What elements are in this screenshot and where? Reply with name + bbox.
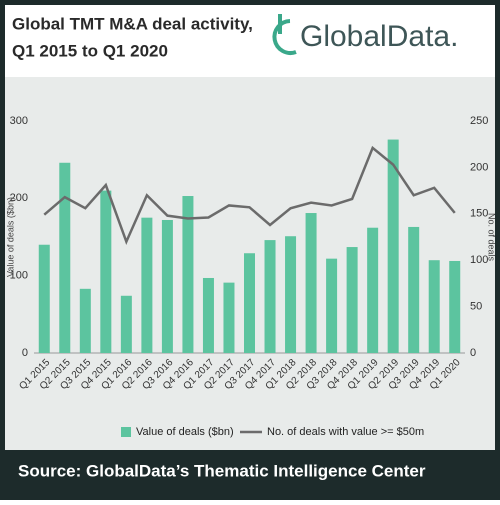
- bar: [326, 258, 338, 353]
- bar: [223, 282, 235, 353]
- y2-tick-label: 50: [470, 301, 482, 313]
- bar: [182, 196, 194, 353]
- y2-tick-label: 200: [470, 161, 488, 173]
- header: [5, 5, 495, 77]
- logo: GlobalData.: [300, 20, 458, 53]
- legend-swatch: [121, 427, 131, 437]
- y2-tick-label: 100: [470, 254, 488, 266]
- legend-label: No. of deals with value >= $50m: [267, 426, 424, 438]
- bar: [408, 226, 420, 353]
- y-tick-label: 100: [10, 270, 28, 282]
- y2-tick-label: 150: [470, 208, 488, 220]
- bar: [59, 162, 71, 353]
- source: Source: GlobalData’s Thematic Intelligen…: [18, 461, 426, 480]
- bar: [244, 253, 255, 353]
- legend-label: Value of deals ($bn): [136, 426, 234, 438]
- bar: [428, 260, 440, 353]
- bar: [387, 139, 399, 353]
- y2-axis-label: No. of deals: [487, 213, 497, 262]
- bar: [346, 247, 358, 353]
- bar: [305, 213, 317, 353]
- bar: [285, 236, 297, 353]
- bar: [449, 260, 461, 353]
- bar: [79, 288, 91, 353]
- y-axis-label: Value of deals ($bn): [5, 197, 15, 277]
- bar: [120, 295, 132, 353]
- bar: [264, 240, 276, 353]
- bar: [38, 244, 50, 353]
- bar: [100, 190, 112, 353]
- chart-title: Q1 2015 to Q1 2020: [12, 41, 168, 60]
- bar: [141, 217, 153, 353]
- y2-tick-label: 0: [470, 347, 476, 359]
- bar: [161, 219, 173, 353]
- bar: [367, 227, 379, 353]
- chart-title: Global TMT M&A deal activity,: [12, 14, 253, 33]
- bar: [202, 277, 214, 353]
- logo-icon: [272, 14, 297, 55]
- y-tick-label: 0: [22, 347, 28, 359]
- y2-tick-label: 250: [470, 115, 488, 127]
- y-tick-label: 200: [10, 192, 28, 204]
- line: [43, 145, 456, 245]
- y-tick-label: 300: [10, 115, 28, 127]
